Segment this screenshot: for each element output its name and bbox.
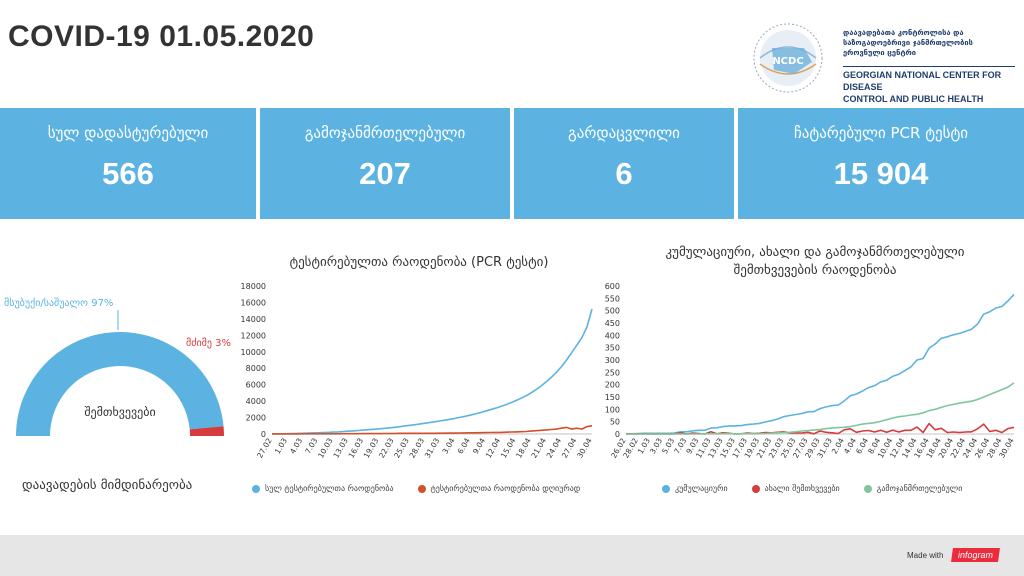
x-tick-label: 4.03 [288, 436, 304, 455]
x-tick-label: 30.04 [575, 436, 594, 459]
x-tick-label: 27.02 [255, 436, 274, 459]
stat-confirmed: სულ დადასტურებული 566 [0, 108, 256, 219]
chart-title-line: შემთხვევების რაოდენობა [733, 263, 897, 278]
y-tick-label: 300 [605, 356, 620, 365]
y-tick-label: 0 [261, 430, 266, 439]
legend-swatch [252, 484, 260, 493]
stat-pcr-tests: ჩატარებული PCR ტესტი 15 904 [738, 108, 1024, 219]
y-tick-label: 4000 [246, 397, 266, 406]
x-tick-label: 3.04 [440, 436, 456, 455]
y-tick-label: 550 [605, 294, 620, 303]
stat-label: ჩატარებული PCR ტესტი [793, 124, 969, 142]
series-line-1 [271, 308, 593, 435]
tests-line-chart: 0 2000 4000 6000 8000 10000 12000 14000 16000 180… [241, 282, 594, 460]
legend-swatch [751, 484, 760, 493]
logo-ge-line: საზოგადოებრივი ჯანმრთელობის [843, 38, 973, 47]
series-line-3 [626, 382, 1015, 435]
gauge-caption: დაავადების მიმდინარეობა [22, 478, 193, 493]
y-tick-label: 10000 [241, 348, 266, 357]
gauge-center-label: შემთხვევები [84, 405, 155, 419]
y-tick-label: 14000 [241, 315, 266, 324]
severity-gauge: მსუბუქი/საშუალო 97% მძიმე 3% შემთხვევები [4, 297, 231, 436]
legend-label: გამოჯანმრთელებული [876, 484, 963, 493]
y-tick-label: 250 [605, 368, 620, 377]
y-tick-label: 50 [610, 418, 620, 427]
ncdc-globe-icon: NCDC [753, 23, 823, 93]
stats-bar: სულ დადასტურებული 566 გამოჯანმრთელებული … [0, 108, 1024, 219]
legend-label: სულ ტესტირებულთა რაოდენობა [265, 484, 394, 493]
y-tick-label: 600 [605, 282, 620, 291]
legend-label: ტესტირებულთა რაოდენობა დღიურად [430, 484, 581, 493]
y-tick-label: 18000 [241, 282, 266, 291]
logo-english-name: GEORGIAN NATIONAL CENTER FOR DISEASE CON… [843, 66, 1015, 105]
gauge-severe-label: მძიმე 3% [186, 337, 231, 349]
y-tick-label: 12000 [241, 331, 266, 340]
y-tick-label: 350 [605, 344, 620, 353]
ncdc-logo: NCDC დაავადებათა კონტროლისა და საზოგადოე… [738, 18, 1018, 104]
stat-value: 207 [359, 156, 411, 191]
logo-georgian-name: დაავადებათა კონტროლისა და საზოგადოებრივი… [843, 28, 973, 58]
x-tick-label: 6.04 [456, 436, 472, 455]
x-tick-label: 1.03 [273, 436, 289, 455]
made-with-text: Made with [907, 551, 944, 560]
series-line-2 [272, 425, 593, 435]
legend-item: კუმულაციური [662, 484, 728, 493]
y-tick-label: 6000 [246, 381, 266, 390]
legend-cases: კუმულაციური ახალი შემთხვევები გამოჯანმრთ… [662, 484, 986, 493]
legend-swatch [417, 484, 426, 493]
infogram-brand-link[interactable]: infogram [951, 548, 1000, 562]
y-tick-label: 200 [605, 381, 620, 390]
logo-ge-line: დაავადებათა კონტროლისა და [843, 28, 964, 37]
stat-value: 6 [615, 156, 633, 191]
stat-recovered: გამოჯანმრთელებული 207 [260, 108, 510, 219]
logo-abbr: NCDC [772, 56, 803, 67]
gauge-mild-label: მსუბუქი/საშუალო 97% [4, 297, 113, 309]
legend-swatch [662, 484, 670, 493]
stat-label: გამოჯანმრთელებული [304, 124, 466, 142]
stat-value: 566 [102, 156, 154, 191]
legend-item: გამოჯანმრთელებული [863, 484, 963, 493]
gauge-mild-segment [16, 332, 224, 436]
logo-ge-line: ეროვნული ცენტრი [843, 48, 917, 57]
y-tick-label: 8000 [246, 364, 266, 373]
chart-title-cases: კუმულაციური, ახალი და გამოჯანმრთელებული … [610, 244, 1020, 280]
logo-en-line: GEORGIAN NATIONAL CENTER FOR DISEASE [843, 70, 1002, 92]
y-tick-label: 16000 [241, 298, 266, 307]
cases-line-chart: 05010015020025030035040045050055060026.0… [605, 282, 1016, 460]
legend-label: კუმულაციური [675, 484, 728, 493]
legend-item: ახალი შემთხვევები [751, 484, 840, 493]
x-tick-label: 31.03 [423, 436, 442, 459]
page-title: COVID-19 01.05.2020 [8, 20, 315, 53]
stat-value: 15 904 [833, 156, 929, 191]
stat-label: გარდაცვლილი [568, 124, 680, 142]
legend-item: ტესტირებულთა რაოდენობა დღიურად [417, 484, 581, 493]
chart-title-tests: ტესტირებულთა რაოდენობა (PCR ტესტი) [289, 255, 549, 270]
stat-label: სულ დადასტურებული [47, 124, 209, 142]
y-tick-label: 150 [605, 393, 620, 402]
logo-en-line: CONTROL AND PUBLIC HEALTH [843, 94, 984, 104]
y-tick-label: 0 [615, 430, 620, 439]
legend-swatch [863, 484, 872, 493]
legend-item: სულ ტესტირებულთა რაოდენობა [252, 484, 394, 493]
series-line-1 [626, 293, 1015, 435]
y-tick-label: 450 [605, 319, 620, 328]
footer: Made with infogram [0, 535, 1024, 576]
legend-tests: სულ ტესტირებულთა რაოდენობა ტესტირებულთა … [252, 484, 604, 493]
y-tick-label: 400 [605, 331, 620, 340]
chart-title-line: კუმულაციური, ახალი და გამოჯანმრთელებული [665, 245, 965, 260]
stat-deaths: გარდაცვლილი 6 [514, 108, 734, 219]
y-tick-label: 500 [605, 307, 620, 316]
gauge-severe-segment [189, 426, 224, 436]
y-tick-label: 2000 [246, 414, 266, 423]
legend-label: ახალი შემთხვევები [764, 484, 840, 493]
y-tick-label: 100 [605, 405, 620, 414]
